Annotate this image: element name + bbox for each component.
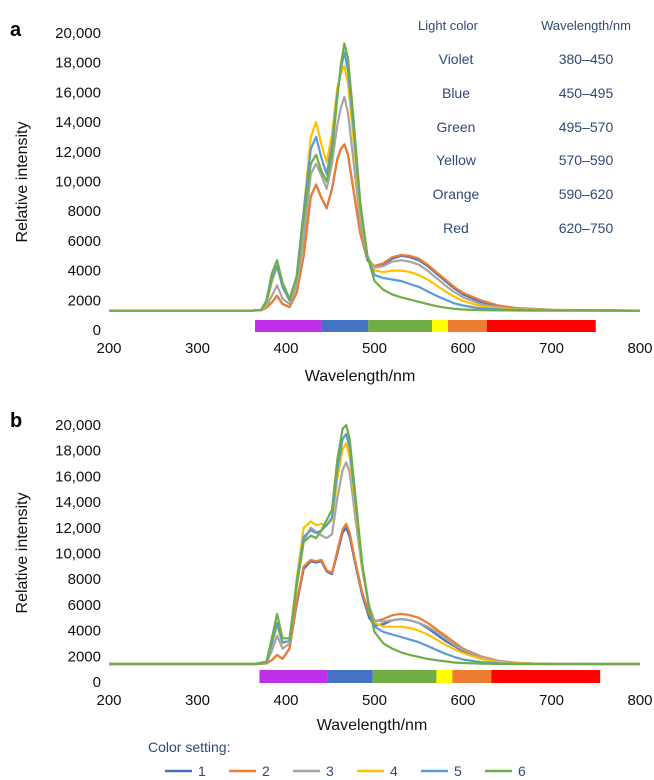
series-line-3: [109, 461, 640, 666]
panel-a-x-axis-label: Wavelength/nm: [305, 368, 416, 385]
x-tick-label: 300: [185, 340, 210, 357]
x-tick-label: 200: [96, 340, 121, 357]
y-tick-label: 8000: [68, 571, 101, 588]
y-tick-label: 18,000: [55, 55, 101, 72]
table-cell-color: Blue: [442, 85, 470, 101]
spectrum-band: [486, 320, 596, 332]
table-cell-color: Green: [437, 119, 476, 135]
x-tick-label: 600: [450, 692, 475, 709]
y-tick-label: 16,000: [55, 468, 101, 485]
y-tick-label: 20,000: [55, 25, 101, 42]
color-setting-legend: Color setting: 1 2 3 4 5 6: [148, 739, 526, 779]
y-tick-label: 14,000: [55, 494, 101, 511]
panel-a-y-ticks: 0 2000 4000 6000 8000 10,000 12,000 14,000 16,00…: [55, 25, 101, 339]
panel-b-chart: b 0 2000 4000 6000 8000 10,000 12,000 14,000 16,…: [10, 410, 653, 734]
legend-label: 4: [390, 763, 398, 779]
legend-title: Color setting:: [148, 739, 230, 755]
y-tick-label: 6000: [68, 597, 101, 614]
spectrum-band: [491, 670, 601, 683]
table-cell-range: 380–450: [559, 51, 614, 67]
x-tick-label: 400: [273, 340, 298, 357]
table-cell-color: Violet: [439, 51, 474, 67]
table-header-wavelength: Wavelength/nm: [541, 18, 631, 33]
legend-label: 6: [518, 763, 526, 779]
table-cell-color: Yellow: [436, 152, 477, 168]
x-tick-label: 700: [539, 340, 564, 357]
x-tick-label: 600: [450, 340, 475, 357]
y-tick-label: 6000: [68, 233, 101, 250]
x-tick-label: 500: [362, 692, 387, 709]
spectrum-band: [259, 670, 328, 683]
x-tick-label: 800: [627, 692, 652, 709]
table-cell-range: 570–590: [559, 152, 614, 168]
panel-a-x-ticks: 200 300 400 500 600 700 800: [96, 340, 652, 357]
panel-a-series: [109, 42, 641, 312]
series-line-6: [109, 42, 640, 312]
table-cell-color: Red: [443, 220, 469, 236]
panel-b-letter: b: [10, 410, 22, 432]
spectrum-band: [321, 320, 369, 332]
legend-label: 3: [326, 763, 334, 779]
spectrum-band: [432, 320, 448, 332]
table-cell-color: Orange: [433, 186, 480, 202]
panel-a-letter: a: [10, 19, 22, 41]
spectrum-band: [368, 320, 433, 332]
table-cell-range: 590–620: [559, 186, 614, 202]
table-cell-range: 495–570: [559, 119, 614, 135]
x-tick-label: 200: [96, 692, 121, 709]
panel-a-spectrum-bar: [255, 320, 596, 332]
wavelength-table: Light color Wavelength/nm Violet 380–450…: [418, 18, 631, 236]
spectrum-band: [447, 320, 487, 332]
series-line-2: [109, 522, 640, 666]
x-tick-label: 300: [185, 692, 210, 709]
legend-items: 1 2 3 4 5 6: [165, 763, 526, 779]
y-tick-label: 10,000: [55, 174, 101, 191]
y-tick-label: 14,000: [55, 114, 101, 131]
panel-b-spectrum-bar: [259, 670, 601, 683]
panel-b-y-axis-label: Relative intensity: [14, 493, 31, 614]
x-tick-label: 700: [539, 692, 564, 709]
panel-b-series: [109, 423, 640, 666]
x-tick-label: 500: [362, 340, 387, 357]
y-tick-label: 12,000: [55, 144, 101, 161]
table-cell-range: 620–750: [559, 220, 614, 236]
table-cell-range: 450–495: [559, 85, 614, 101]
y-tick-label: 10,000: [55, 546, 101, 563]
panel-b-x-ticks: 200 300 400 500 600 700 800: [96, 692, 652, 709]
series-line-6: [109, 423, 640, 666]
panel-a-chart: a 0 2000 4000 6000 8000 10,000 12,000 14,000 16,…: [10, 18, 653, 385]
series-line-3: [109, 95, 641, 312]
y-tick-label: 2000: [68, 648, 101, 665]
y-tick-label: 0: [93, 674, 101, 691]
legend-label: 1: [198, 763, 206, 779]
series-line-2: [109, 143, 641, 312]
y-tick-label: 0: [93, 322, 101, 339]
spectrum-band: [452, 670, 492, 683]
legend-label: 5: [454, 763, 462, 779]
spectrum-band: [327, 670, 373, 683]
y-tick-label: 4000: [68, 263, 101, 280]
y-tick-label: 4000: [68, 623, 101, 640]
spectrum-band: [255, 320, 322, 332]
legend-label: 2: [262, 763, 270, 779]
y-tick-label: 20,000: [55, 417, 101, 434]
y-tick-label: 8000: [68, 203, 101, 220]
panel-b-y-ticks: 0 2000 4000 6000 8000 10,000 12,000 14,000 16,00…: [55, 417, 101, 691]
y-tick-label: 12,000: [55, 520, 101, 537]
spectrum-band: [436, 670, 453, 683]
series-line-1: [109, 526, 640, 666]
x-tick-label: 800: [627, 340, 652, 357]
panel-b-x-axis-label: Wavelength/nm: [317, 717, 428, 734]
y-tick-label: 16,000: [55, 84, 101, 101]
y-tick-label: 18,000: [55, 443, 101, 460]
table-header-light-color: Light color: [418, 18, 479, 33]
y-tick-label: 2000: [68, 292, 101, 309]
panel-a-y-axis-label: Relative intensity: [14, 122, 31, 243]
spectrum-band: [372, 670, 437, 683]
x-tick-label: 400: [273, 692, 298, 709]
